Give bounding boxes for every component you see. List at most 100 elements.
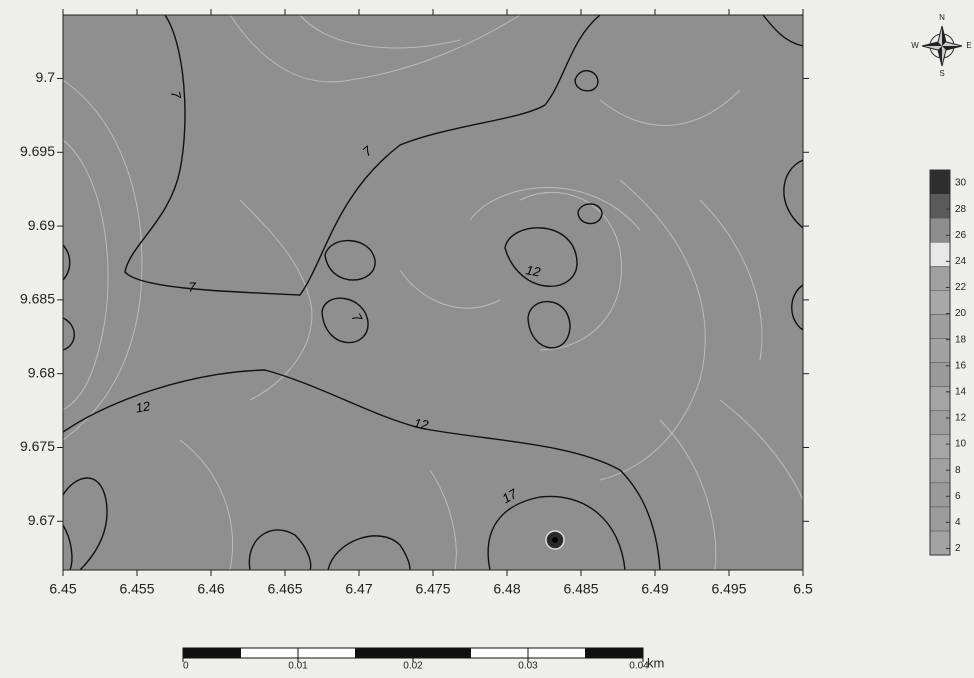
major-contour: [762, 14, 804, 47]
y-tick-label: 9.67: [28, 512, 55, 528]
scale-label: 0.02: [403, 661, 423, 672]
colorbar-swatch: [929, 434, 951, 459]
scale-label: 0.04: [629, 661, 649, 672]
x-tick-label: 6.495: [711, 581, 746, 597]
colorbar-label: 28: [955, 204, 967, 215]
scale-unit: km: [647, 655, 664, 670]
compass-e: E: [966, 41, 971, 50]
colorbar-swatch: [929, 410, 951, 435]
scale-segment: [527, 647, 586, 659]
colorbar-label: 10: [955, 439, 967, 450]
colorbar-label: 4: [955, 517, 961, 528]
colorbar-swatch: [929, 169, 951, 195]
anomaly-core: [552, 537, 558, 543]
contour-label: 12: [525, 262, 543, 279]
scale-segment: [585, 647, 644, 659]
major-contour: [321, 297, 369, 344]
minor-contour: [469, 187, 641, 231]
minor-contour: [399, 269, 501, 309]
x-tick-label: 6.49: [641, 581, 668, 597]
colorbar-label: 18: [955, 334, 967, 345]
scale-segment: [182, 647, 241, 659]
minor-contour: [719, 399, 804, 501]
major-contour: [248, 529, 312, 571]
major-contour: [327, 535, 411, 571]
map-area: [63, 15, 803, 570]
minor-contour: [519, 191, 622, 351]
scale-segment: [355, 647, 414, 659]
compass-s: S: [939, 69, 944, 78]
scale-segment: [412, 647, 471, 659]
colorbar-swatch: [929, 314, 951, 339]
scale-label: 0.01: [288, 661, 308, 672]
minor-contour: [599, 179, 706, 481]
colorbar-label: 12: [955, 413, 967, 424]
colorbar-label: 14: [955, 387, 967, 398]
x-tick-label: 6.45: [49, 581, 76, 597]
minor-contour: [179, 439, 234, 571]
colorbar-swatch: [929, 506, 951, 532]
colorbar-label: 8: [955, 465, 961, 476]
major-contour: [62, 477, 108, 571]
contour-label: 12: [413, 415, 431, 432]
colorbar-swatch: [929, 482, 951, 508]
colorbar-swatch: [929, 338, 951, 363]
y-tick-label: 9.68: [28, 364, 55, 380]
scale-label: 0: [183, 661, 189, 672]
major-contour: [62, 244, 71, 281]
minor-contour: [599, 89, 741, 126]
y-tick-label: 9.685: [20, 291, 55, 307]
compass-star-inner: [922, 26, 962, 66]
major-contour: [324, 239, 376, 281]
minor-contour: [229, 14, 521, 83]
x-tick-label: 6.46: [197, 581, 224, 597]
scale-segment: [297, 647, 356, 659]
major-contour: [504, 227, 578, 287]
major-contour: [527, 300, 571, 349]
x-tick-label: 6.465: [267, 581, 302, 597]
major-contour: [62, 369, 661, 571]
colorbar-label: 26: [955, 230, 967, 241]
minor-contour: [62, 79, 143, 441]
minor-contour: [62, 139, 109, 411]
minor-contour: [699, 199, 763, 361]
major-contour: [577, 203, 603, 225]
x-tick-label: 6.47: [345, 581, 372, 597]
contour-label: 7: [188, 279, 196, 294]
scale-segment: [470, 647, 529, 659]
major-contour: [574, 70, 599, 92]
colorbar-swatch: [929, 217, 951, 243]
y-tick-label: 9.675: [20, 438, 55, 454]
colorbar-label: 24: [955, 256, 967, 267]
colorbar-swatch: [929, 290, 951, 315]
colorbar-label: 16: [955, 360, 967, 371]
colorbar-swatch: [929, 193, 951, 219]
contour-label: 12: [134, 398, 152, 415]
compass-w: W: [911, 41, 919, 50]
y-tick-label: 9.7: [36, 69, 56, 85]
compass-rose: N S E W: [911, 13, 971, 78]
major-contour: [62, 524, 73, 571]
colorbar-swatch: [929, 241, 951, 267]
colorbar-label: 2: [955, 543, 961, 554]
major-contour: [783, 159, 804, 229]
scale-label: 0.03: [518, 661, 538, 672]
minor-contour: [659, 419, 717, 571]
minor-contour: [299, 14, 461, 49]
colorbar-frame: [929, 169, 951, 556]
x-tick-label: 6.48: [493, 581, 520, 597]
colorbar-swatch: [929, 530, 951, 556]
colorbar-label: 22: [955, 282, 967, 293]
x-tick-label: 6.485: [563, 581, 598, 597]
colorbar-swatch: [929, 386, 951, 411]
x-tick-label: 6.475: [415, 581, 450, 597]
minor-contour: [239, 199, 313, 401]
major-contour: [62, 317, 75, 351]
major-contour: [791, 284, 804, 331]
y-tick-label: 9.695: [20, 143, 55, 159]
colorbar-label: 30: [955, 178, 967, 189]
y-tick-label: 9.69: [28, 217, 55, 233]
colorbar-label: 6: [955, 491, 961, 502]
compass-n: N: [939, 13, 945, 22]
